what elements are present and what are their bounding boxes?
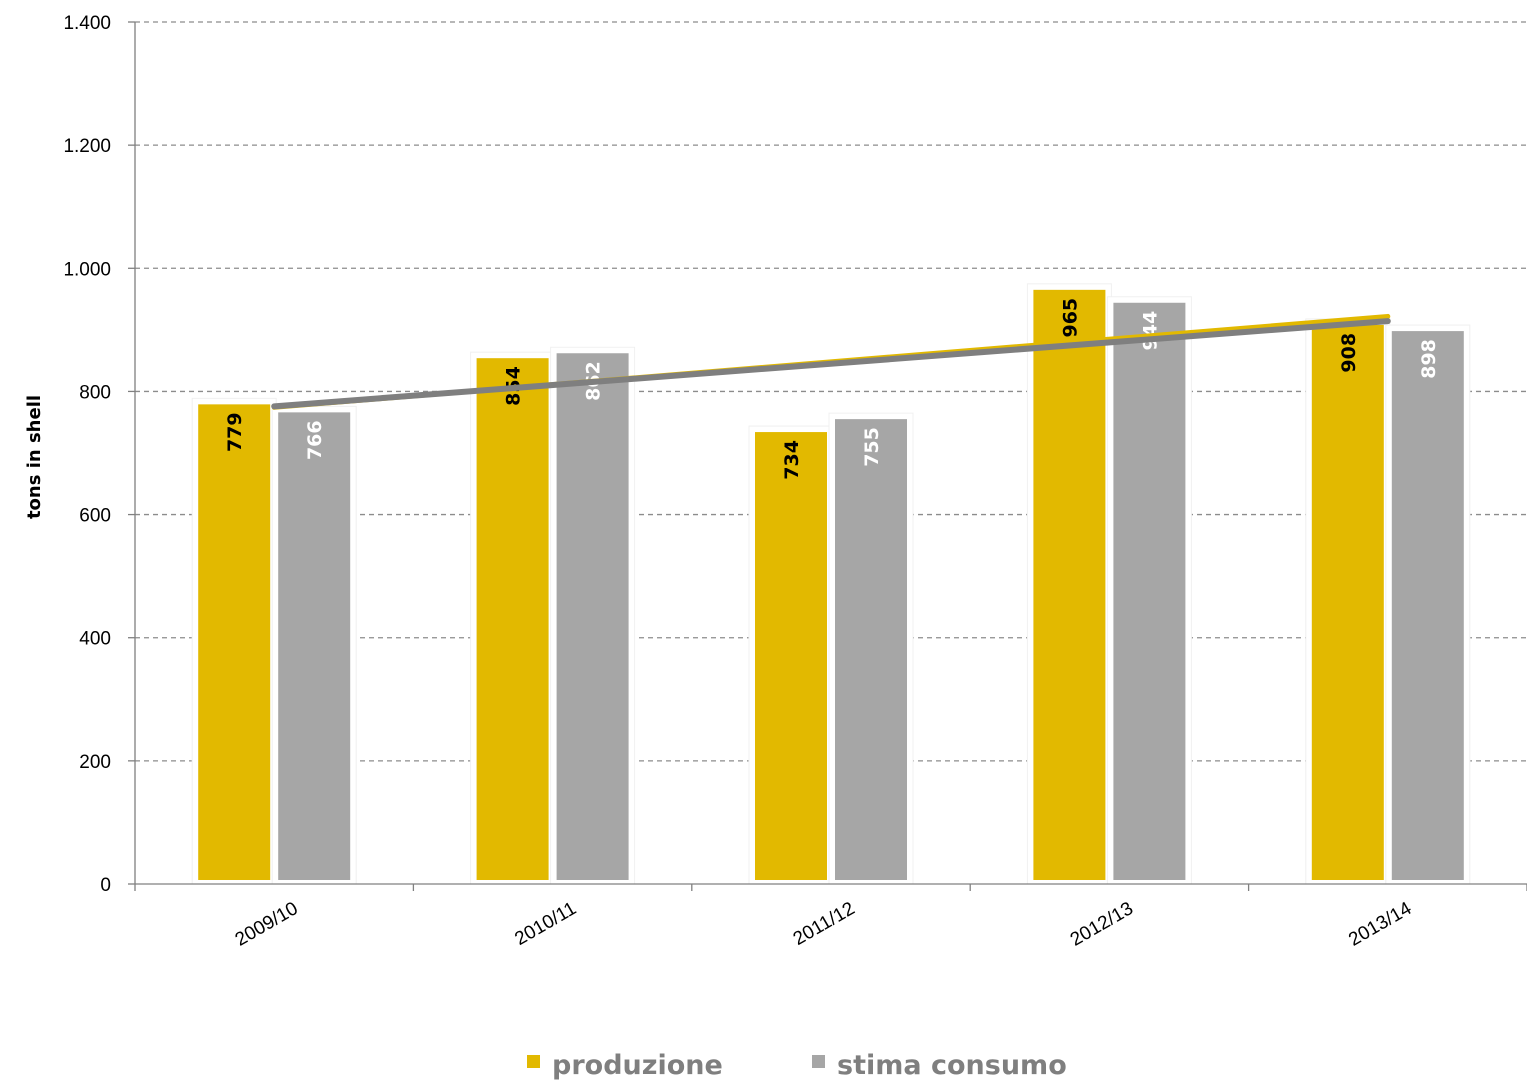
legend-label: produzione: [552, 1050, 723, 1081]
y-axis-label: tons in shell: [24, 395, 45, 519]
bar-stima-consumo: [278, 412, 351, 880]
bar-produzione: [476, 358, 549, 880]
bar-stima-consumo: [1113, 302, 1186, 880]
bar-produzione: [198, 404, 271, 880]
data-label: 766: [304, 420, 326, 460]
x-tick-label: 2013/14: [1345, 898, 1415, 951]
y-tick-label: 1.400: [63, 13, 111, 34]
legend-swatch: [812, 1055, 825, 1068]
x-tick-label: 2009/10: [232, 898, 302, 951]
legend-label: stima consumo: [837, 1050, 1067, 1081]
data-label: 755: [861, 427, 883, 467]
y-tick-label: 800: [79, 382, 111, 403]
x-tick-label: 2012/13: [1067, 898, 1137, 951]
bars: 779766854862734755965944908898: [191, 283, 1471, 885]
bar-produzione: [755, 432, 827, 880]
trendlines: [271, 313, 1391, 410]
legend-swatch: [527, 1055, 540, 1068]
bar-stima-consumo: [835, 419, 907, 880]
data-label: 734: [781, 440, 803, 480]
y-tick-label: 200: [79, 752, 111, 773]
bar-produzione: [1033, 289, 1106, 881]
y-tick-label: 1.000: [63, 259, 111, 280]
data-label: 965: [1059, 298, 1081, 338]
x-tick-label: 2010/11: [511, 898, 580, 950]
bar-produzione: [1311, 324, 1384, 881]
y-tick-label: 400: [79, 629, 111, 650]
data-label: 898: [1418, 339, 1440, 379]
x-tick-label: 2011/12: [790, 898, 859, 950]
legend: produzione stima consumo: [527, 1050, 1067, 1081]
y-tick-label: 0: [100, 875, 111, 896]
bar-stima-consumo: [1391, 331, 1464, 880]
trendline-stima-consumo: [271, 318, 1391, 410]
x-tick-labels: 2009/10 2010/11 2011/12 2012/13 2013/14: [232, 898, 1416, 951]
y-tick-labels: 0 200 400 600 800 1.000 1.200 1.400: [63, 13, 111, 896]
data-label: 908: [1338, 333, 1360, 373]
bar-stima-consumo: [556, 353, 629, 880]
axes: [134, 22, 1527, 891]
y-tick-label: 1.200: [63, 136, 111, 157]
data-label: 779: [224, 412, 246, 452]
y-tick-label: 600: [79, 506, 111, 527]
data-label: 944: [1139, 311, 1161, 351]
